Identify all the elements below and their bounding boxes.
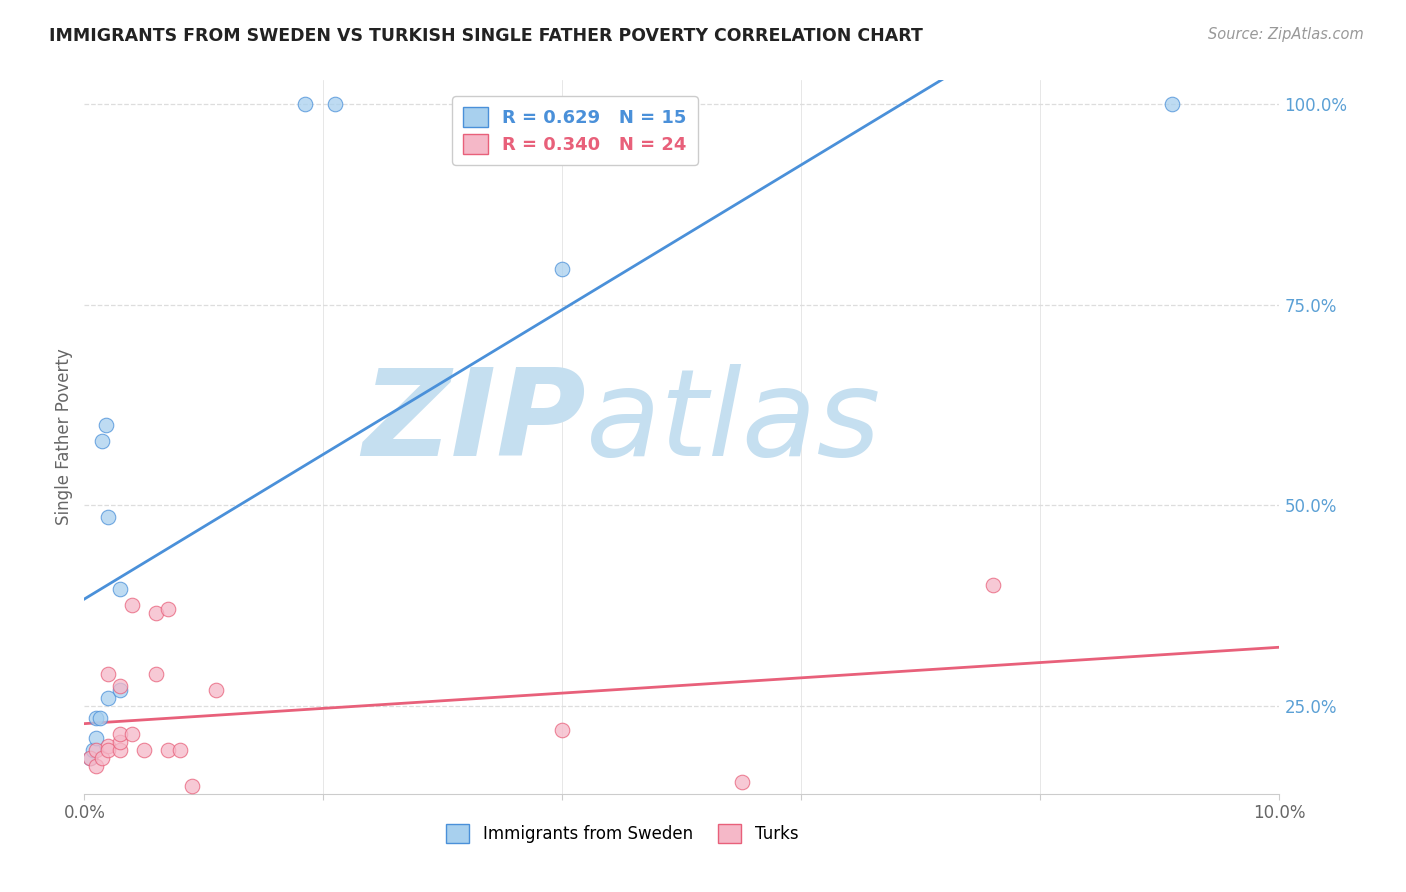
- Point: [110, 679, 132, 693]
- Legend: Immigrants from Sweden, Turks: Immigrants from Sweden, Turks: [440, 818, 804, 850]
- Point: [205, 682, 228, 697]
- Point: [731, 775, 754, 789]
- Text: atlas: atlas: [586, 364, 882, 482]
- Point: [86, 711, 108, 725]
- Point: [97, 739, 120, 753]
- Point: [181, 779, 204, 793]
- Point: [97, 510, 120, 524]
- Point: [91, 434, 114, 448]
- Point: [91, 751, 114, 765]
- Point: [97, 666, 120, 681]
- Point: [79, 751, 101, 765]
- Text: ZIP: ZIP: [363, 364, 586, 482]
- Point: [121, 727, 143, 741]
- Text: IMMIGRANTS FROM SWEDEN VS TURKISH SINGLE FATHER POVERTY CORRELATION CHART: IMMIGRANTS FROM SWEDEN VS TURKISH SINGLE…: [49, 27, 924, 45]
- Point: [79, 751, 101, 765]
- Point: [157, 743, 180, 757]
- Point: [110, 682, 132, 697]
- Text: Source: ZipAtlas.com: Source: ZipAtlas.com: [1208, 27, 1364, 42]
- Point: [86, 743, 108, 757]
- Point: [981, 578, 1004, 592]
- Point: [551, 261, 574, 276]
- Point: [110, 743, 132, 757]
- Point: [86, 731, 108, 745]
- Point: [145, 607, 167, 621]
- Point: [94, 418, 117, 433]
- Point: [294, 97, 316, 112]
- Point: [97, 743, 120, 757]
- Point: [551, 723, 574, 737]
- Point: [121, 599, 143, 613]
- Y-axis label: Single Father Poverty: Single Father Poverty: [55, 349, 73, 525]
- Point: [169, 743, 191, 757]
- Point: [97, 690, 120, 705]
- Point: [110, 582, 132, 597]
- Point: [110, 735, 132, 749]
- Point: [157, 602, 180, 616]
- Point: [86, 759, 108, 773]
- Point: [1161, 97, 1184, 112]
- Point: [132, 743, 156, 757]
- Point: [89, 711, 111, 725]
- Point: [145, 666, 167, 681]
- Point: [82, 743, 104, 757]
- Point: [325, 97, 347, 112]
- Point: [110, 727, 132, 741]
